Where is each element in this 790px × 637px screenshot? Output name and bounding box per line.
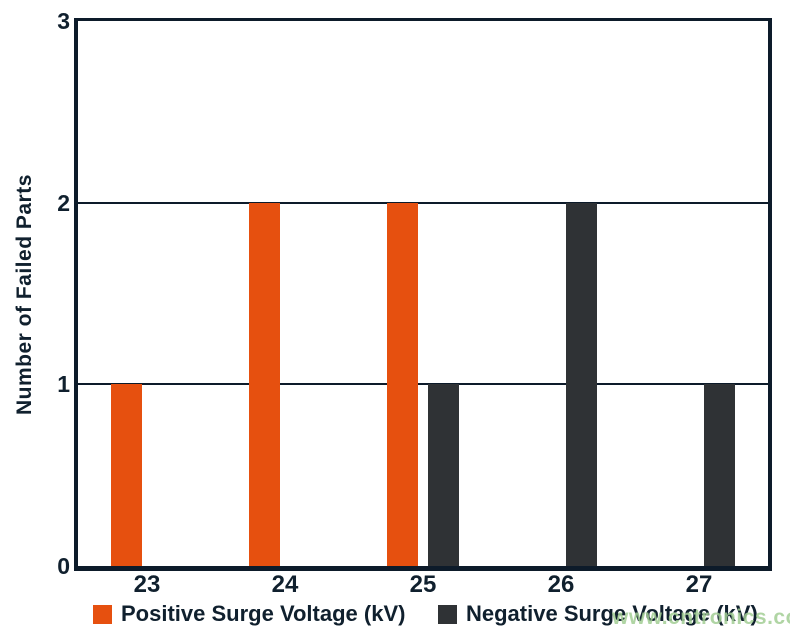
bar-negative-26 — [566, 202, 597, 566]
y-tick-label-2: 2 — [57, 189, 70, 216]
x-tick-label-24: 24 — [271, 571, 299, 598]
plot-area — [78, 21, 768, 566]
y-tick-label-0: 0 — [57, 553, 70, 579]
y-axis-ticks: 0 1 2 3 — [0, 0, 70, 637]
bar-positive-23 — [111, 384, 142, 566]
gridline-y1 — [78, 383, 768, 386]
x-tick-label-25: 25 — [409, 571, 437, 598]
y-tick-label-3: 3 — [57, 8, 70, 34]
legend-label-positive: Positive Surge Voltage (kV) — [121, 601, 406, 626]
legend-item-negative: Negative Surge Voltage (kV) — [438, 601, 758, 626]
x-tick-label-26: 26 — [547, 571, 575, 598]
bar-negative-27 — [704, 384, 735, 566]
legend-label-negative: Negative Surge Voltage (kV) — [466, 601, 758, 626]
negative-series-swatch — [438, 604, 457, 624]
legend-item-positive: Positive Surge Voltage (kV) — [93, 601, 406, 626]
bar-positive-24 — [249, 202, 280, 566]
x-tick-label-23: 23 — [133, 571, 161, 598]
bar-negative-25 — [428, 384, 459, 566]
x-tick-label-27: 27 — [685, 571, 713, 598]
positive-series-swatch — [93, 604, 112, 624]
bar-positive-25 — [387, 202, 418, 566]
x-axis-ticks: 23 24 25 26 27 — [78, 571, 768, 601]
gridline-y2 — [78, 201, 768, 204]
y-tick-label-1: 1 — [57, 371, 70, 398]
